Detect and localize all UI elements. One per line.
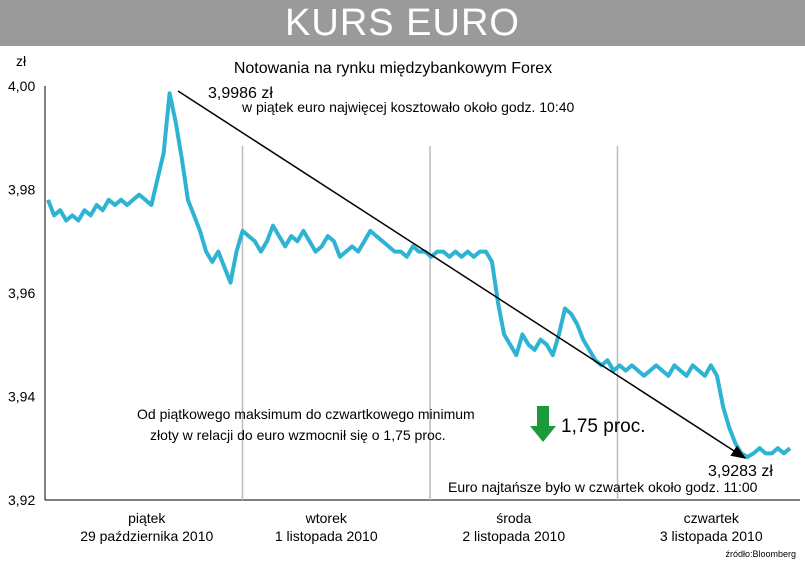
x-label-date: 1 listopada 2010 — [275, 528, 378, 544]
min-value-label: 3,9283 zł — [708, 463, 773, 480]
chart-title: Notowania na rynku międzybankowym Forex — [234, 60, 552, 77]
x-axis-labels: piątek 29 października 2010 wtorek 1 listop… — [80, 510, 763, 544]
x-label-weekday: czwartek — [684, 510, 740, 526]
min-note: Euro najtańsze było w czwartek około god… — [448, 479, 758, 495]
y-tick-labels: 4,00 3,98 3,96 3,94 3,92 — [8, 78, 35, 508]
max-note: w piątek euro najwięcej kosztowało około… — [241, 99, 575, 115]
y-axis-label: zł — [16, 53, 27, 69]
down-arrow-icon — [530, 406, 556, 442]
y-tick-label: 3,96 — [8, 285, 35, 301]
x-label-date: 3 listopada 2010 — [660, 528, 763, 544]
trend-arrow — [177, 90, 747, 459]
change-value: 1,75 proc. — [561, 416, 646, 437]
change-note-line1: Od piątkowego maksimum do czwartkowego m… — [137, 406, 475, 422]
x-label-weekday: piątek — [128, 510, 166, 526]
max-value-label: 3,9986 zł — [208, 85, 273, 102]
page-title: KURS EURO — [285, 2, 520, 44]
y-tick-label: 3,98 — [8, 182, 35, 198]
series-line — [46, 91, 792, 459]
x-label-weekday: środa — [496, 510, 531, 526]
change-note-line2: złoty w relacji do euro wzmocnił się o 1… — [150, 427, 446, 443]
line-chart: zł Notowania na rynku międzybankowym For… — [8, 53, 800, 559]
x-label-date: 29 października 2010 — [80, 528, 213, 544]
x-label-weekday: wtorek — [305, 510, 348, 526]
x-label-date: 2 listopada 2010 — [462, 528, 565, 544]
y-tick-label: 3,94 — [8, 389, 35, 405]
day-separators — [241, 146, 619, 500]
title-bar: KURS EURO — [0, 0, 805, 46]
y-tick-label: 3,92 — [8, 492, 35, 508]
source-label: źródło:Bloomberg — [725, 549, 796, 559]
y-tick-label: 4,00 — [8, 78, 35, 94]
